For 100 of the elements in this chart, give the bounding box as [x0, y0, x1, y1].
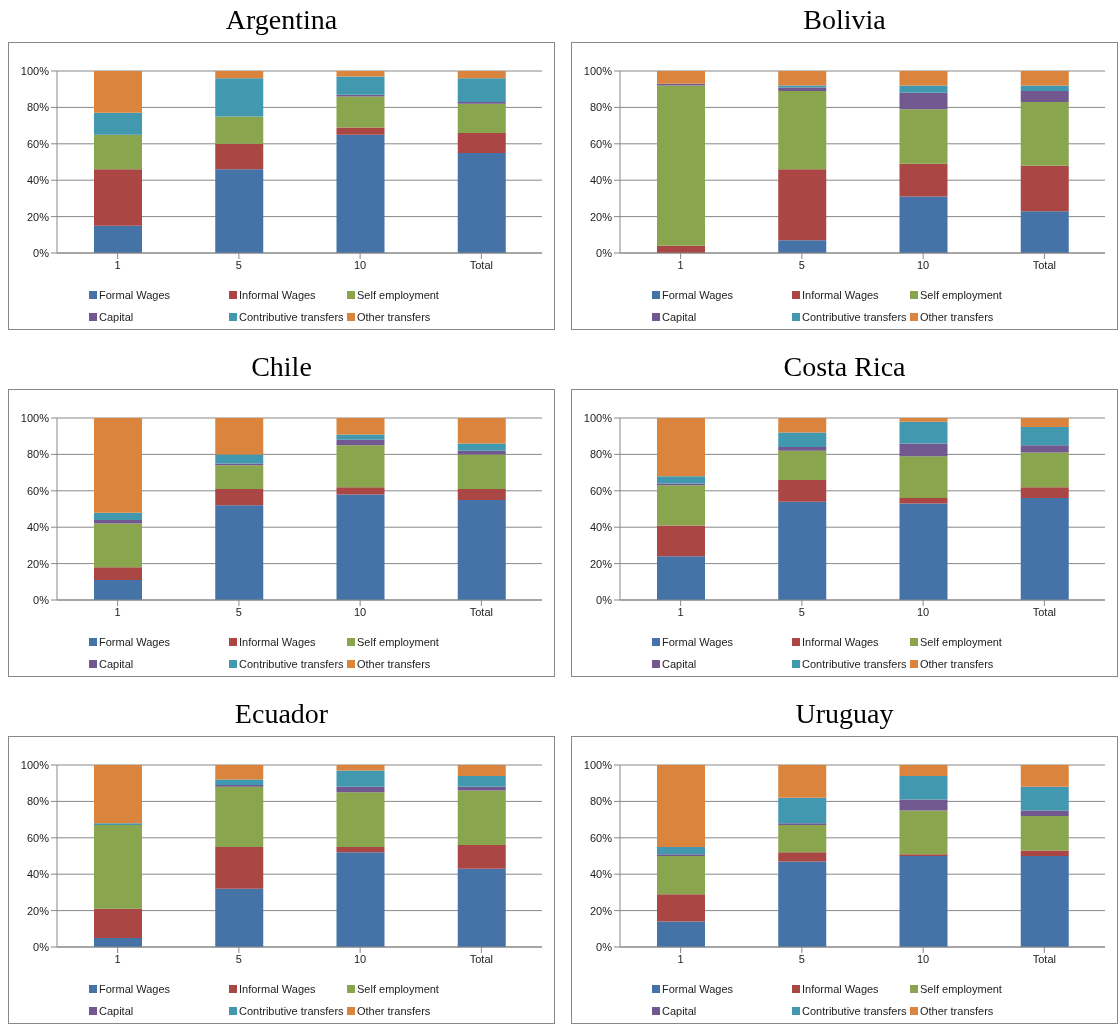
y-tick-label: 40%: [589, 521, 613, 534]
legend-label: Capital: [662, 311, 697, 323]
x-tick-label: 10: [354, 605, 367, 618]
y-tick-label: 0%: [33, 593, 50, 606]
y-tick-label: 100%: [583, 64, 613, 77]
legend-label: Contributive transfers: [239, 1005, 344, 1017]
x-tick-label: 1: [114, 952, 121, 965]
y-tick-label: 60%: [26, 137, 50, 150]
chart-title: Chile: [250, 350, 313, 384]
y-tick-label: 100%: [20, 411, 50, 424]
legend-label: Capital: [662, 1005, 697, 1017]
y-tick-label: 60%: [26, 484, 50, 497]
y-tick-label: 60%: [589, 831, 613, 844]
y-tick-label: 20%: [26, 210, 50, 223]
y-tick-label: 60%: [589, 484, 613, 497]
y-tick-label: 40%: [589, 868, 613, 881]
legend-label: Other transfers: [357, 658, 431, 670]
y-tick-label: 20%: [589, 557, 613, 570]
chart-title: Uruguay: [794, 697, 895, 731]
legend-label: Informal Wages: [802, 983, 879, 995]
legend-label: Other transfers: [920, 1005, 994, 1017]
x-tick-label: Total: [469, 605, 493, 618]
legend-label: Formal Wages: [662, 289, 734, 301]
y-tick-label: 100%: [583, 758, 613, 771]
y-tick-label: 80%: [589, 101, 613, 114]
x-tick-label: 1: [677, 952, 684, 965]
y-tick-label: 0%: [596, 940, 613, 953]
chart-title: Ecuador: [233, 697, 330, 731]
y-tick-label: 0%: [33, 940, 50, 953]
legend-label: Self employment: [920, 289, 1002, 301]
y-tick-label: 40%: [26, 521, 50, 534]
x-tick-label: 5: [798, 952, 805, 965]
legend-label: Capital: [99, 1005, 134, 1017]
legend-label: Informal Wages: [239, 636, 316, 648]
chart-title: Argentina: [224, 3, 339, 37]
legend-label: Other transfers: [920, 658, 994, 670]
legend-label: Self employment: [357, 636, 439, 648]
x-tick-label: 5: [235, 258, 242, 271]
legend-label: Informal Wages: [239, 289, 316, 301]
legend-label: Informal Wages: [239, 983, 316, 995]
y-tick-label: 80%: [26, 448, 50, 461]
legend-label: Formal Wages: [99, 983, 171, 995]
y-tick-label: 0%: [33, 246, 50, 259]
y-tick-label: 40%: [26, 868, 50, 881]
legend-label: Contributive transfers: [802, 311, 907, 323]
legend-label: Self employment: [357, 289, 439, 301]
legend-label: Capital: [662, 658, 697, 670]
y-tick-label: 60%: [589, 137, 613, 150]
y-tick-label: 20%: [589, 904, 613, 917]
legend-label: Capital: [99, 658, 134, 670]
y-tick-label: 80%: [26, 795, 50, 808]
y-tick-label: 60%: [26, 831, 50, 844]
x-tick-label: 10: [917, 605, 930, 618]
chart-title: Costa Rica: [782, 350, 907, 384]
x-tick-label: Total: [1032, 952, 1056, 965]
x-tick-label: 5: [798, 605, 805, 618]
legend-label: Other transfers: [357, 1005, 431, 1017]
legend-label: Formal Wages: [662, 636, 734, 648]
x-tick-label: 1: [677, 605, 684, 618]
y-tick-label: 100%: [20, 758, 50, 771]
legend-label: Self employment: [920, 983, 1002, 995]
legend-label: Self employment: [920, 636, 1002, 648]
legend-label: Formal Wages: [99, 289, 171, 301]
y-tick-label: 80%: [589, 448, 613, 461]
x-tick-label: 10: [917, 258, 930, 271]
legend-label: Other transfers: [920, 311, 994, 323]
x-tick-label: Total: [469, 258, 493, 271]
legend-label: Capital: [99, 311, 134, 323]
x-tick-label: 5: [235, 605, 242, 618]
y-tick-label: 0%: [596, 593, 613, 606]
legend-label: Contributive transfers: [802, 1005, 907, 1017]
x-tick-label: 10: [354, 258, 367, 271]
legend-label: Contributive transfers: [239, 311, 344, 323]
legend-label: Self employment: [357, 983, 439, 995]
x-tick-label: 1: [114, 258, 121, 271]
legend-label: Formal Wages: [662, 983, 734, 995]
x-tick-label: Total: [469, 952, 493, 965]
legend-label: Formal Wages: [99, 636, 171, 648]
y-tick-label: 0%: [596, 246, 613, 259]
y-tick-label: 100%: [20, 64, 50, 77]
x-tick-label: Total: [1032, 258, 1056, 271]
x-tick-label: 5: [235, 952, 242, 965]
x-tick-label: Total: [1032, 605, 1056, 618]
y-tick-label: 100%: [583, 411, 613, 424]
y-tick-label: 20%: [26, 557, 50, 570]
legend-label: Informal Wages: [802, 636, 879, 648]
legend-label: Informal Wages: [802, 289, 879, 301]
x-tick-label: 10: [354, 952, 367, 965]
y-tick-label: 20%: [26, 904, 50, 917]
legend-label: Contributive transfers: [239, 658, 344, 670]
y-tick-label: 80%: [26, 101, 50, 114]
y-tick-label: 40%: [26, 174, 50, 187]
chart-title: Bolivia: [802, 3, 887, 37]
x-tick-label: 1: [677, 258, 684, 271]
legend-label: Other transfers: [357, 311, 431, 323]
x-tick-label: 5: [798, 258, 805, 271]
y-tick-label: 80%: [589, 795, 613, 808]
y-tick-label: 20%: [589, 210, 613, 223]
y-tick-label: 40%: [589, 174, 613, 187]
legend-label: Contributive transfers: [802, 658, 907, 670]
